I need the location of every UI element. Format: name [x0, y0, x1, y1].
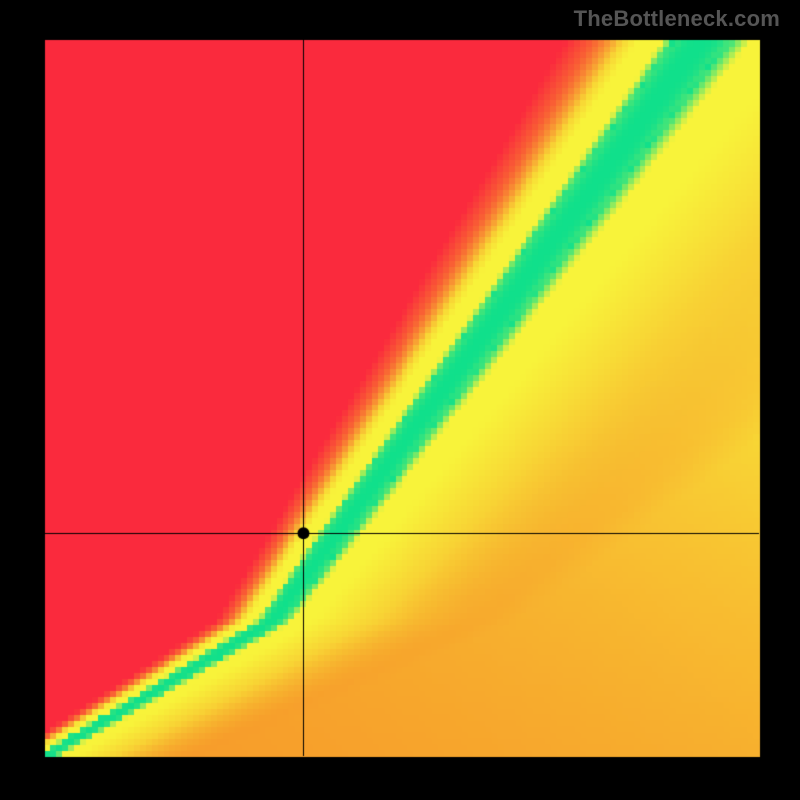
bottleneck-heatmap: [0, 0, 800, 800]
watermark-text: TheBottleneck.com: [574, 6, 780, 32]
